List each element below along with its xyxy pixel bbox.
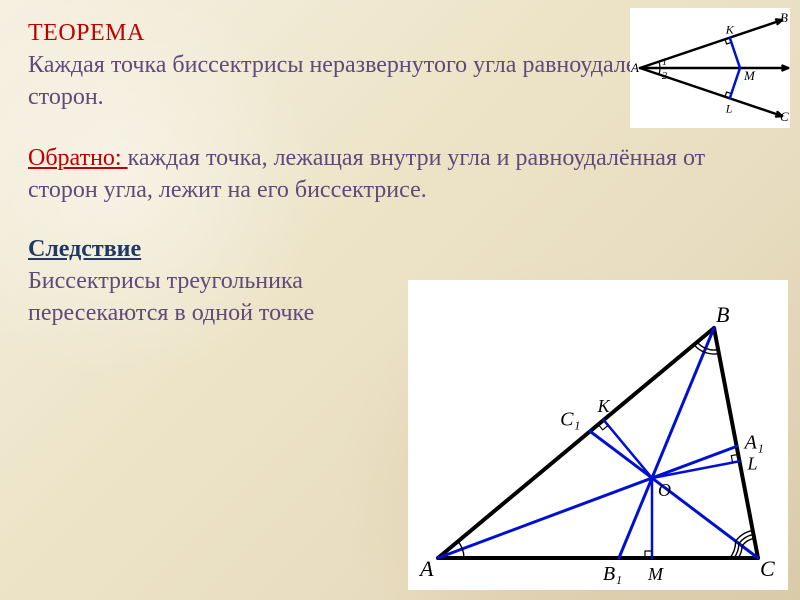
converse-label: Обратно: xyxy=(28,145,128,171)
svg-text:C: C xyxy=(760,556,775,581)
svg-text:C₁: C₁ xyxy=(560,408,580,430)
svg-text:L: L xyxy=(725,101,733,115)
figure-triangle-bisectors: A B C C₁ A₁ B₁ O K L M xyxy=(408,280,788,590)
svg-text:B: B xyxy=(780,10,788,25)
corollary-block: Следствие Биссектрисы треугольника перес… xyxy=(28,233,428,330)
svg-text:B₁: B₁ xyxy=(603,563,622,585)
svg-text:O: O xyxy=(658,480,671,500)
corollary-body: Биссектрисы треугольника пересекаются в … xyxy=(28,265,428,330)
svg-text:L: L xyxy=(746,453,757,473)
svg-text:2: 2 xyxy=(662,71,667,82)
figure-angle-bisector: A B C M K L 1 2 xyxy=(630,8,790,128)
svg-text:M: M xyxy=(743,68,756,83)
svg-text:K: K xyxy=(725,23,735,37)
svg-text:A: A xyxy=(630,60,639,75)
svg-text:A₁: A₁ xyxy=(743,431,764,453)
svg-text:B: B xyxy=(716,302,729,327)
svg-text:C: C xyxy=(780,109,789,124)
converse-block: Обратно: каждая точка, лежащая внутри уг… xyxy=(28,142,772,207)
converse-body: каждая точка, лежащая внутри угла и равн… xyxy=(28,145,705,203)
svg-text:1: 1 xyxy=(662,57,667,68)
svg-text:K: K xyxy=(597,396,611,416)
corollary-title: Следствие xyxy=(28,233,428,265)
svg-text:M: M xyxy=(647,564,664,584)
svg-text:A: A xyxy=(418,556,434,581)
